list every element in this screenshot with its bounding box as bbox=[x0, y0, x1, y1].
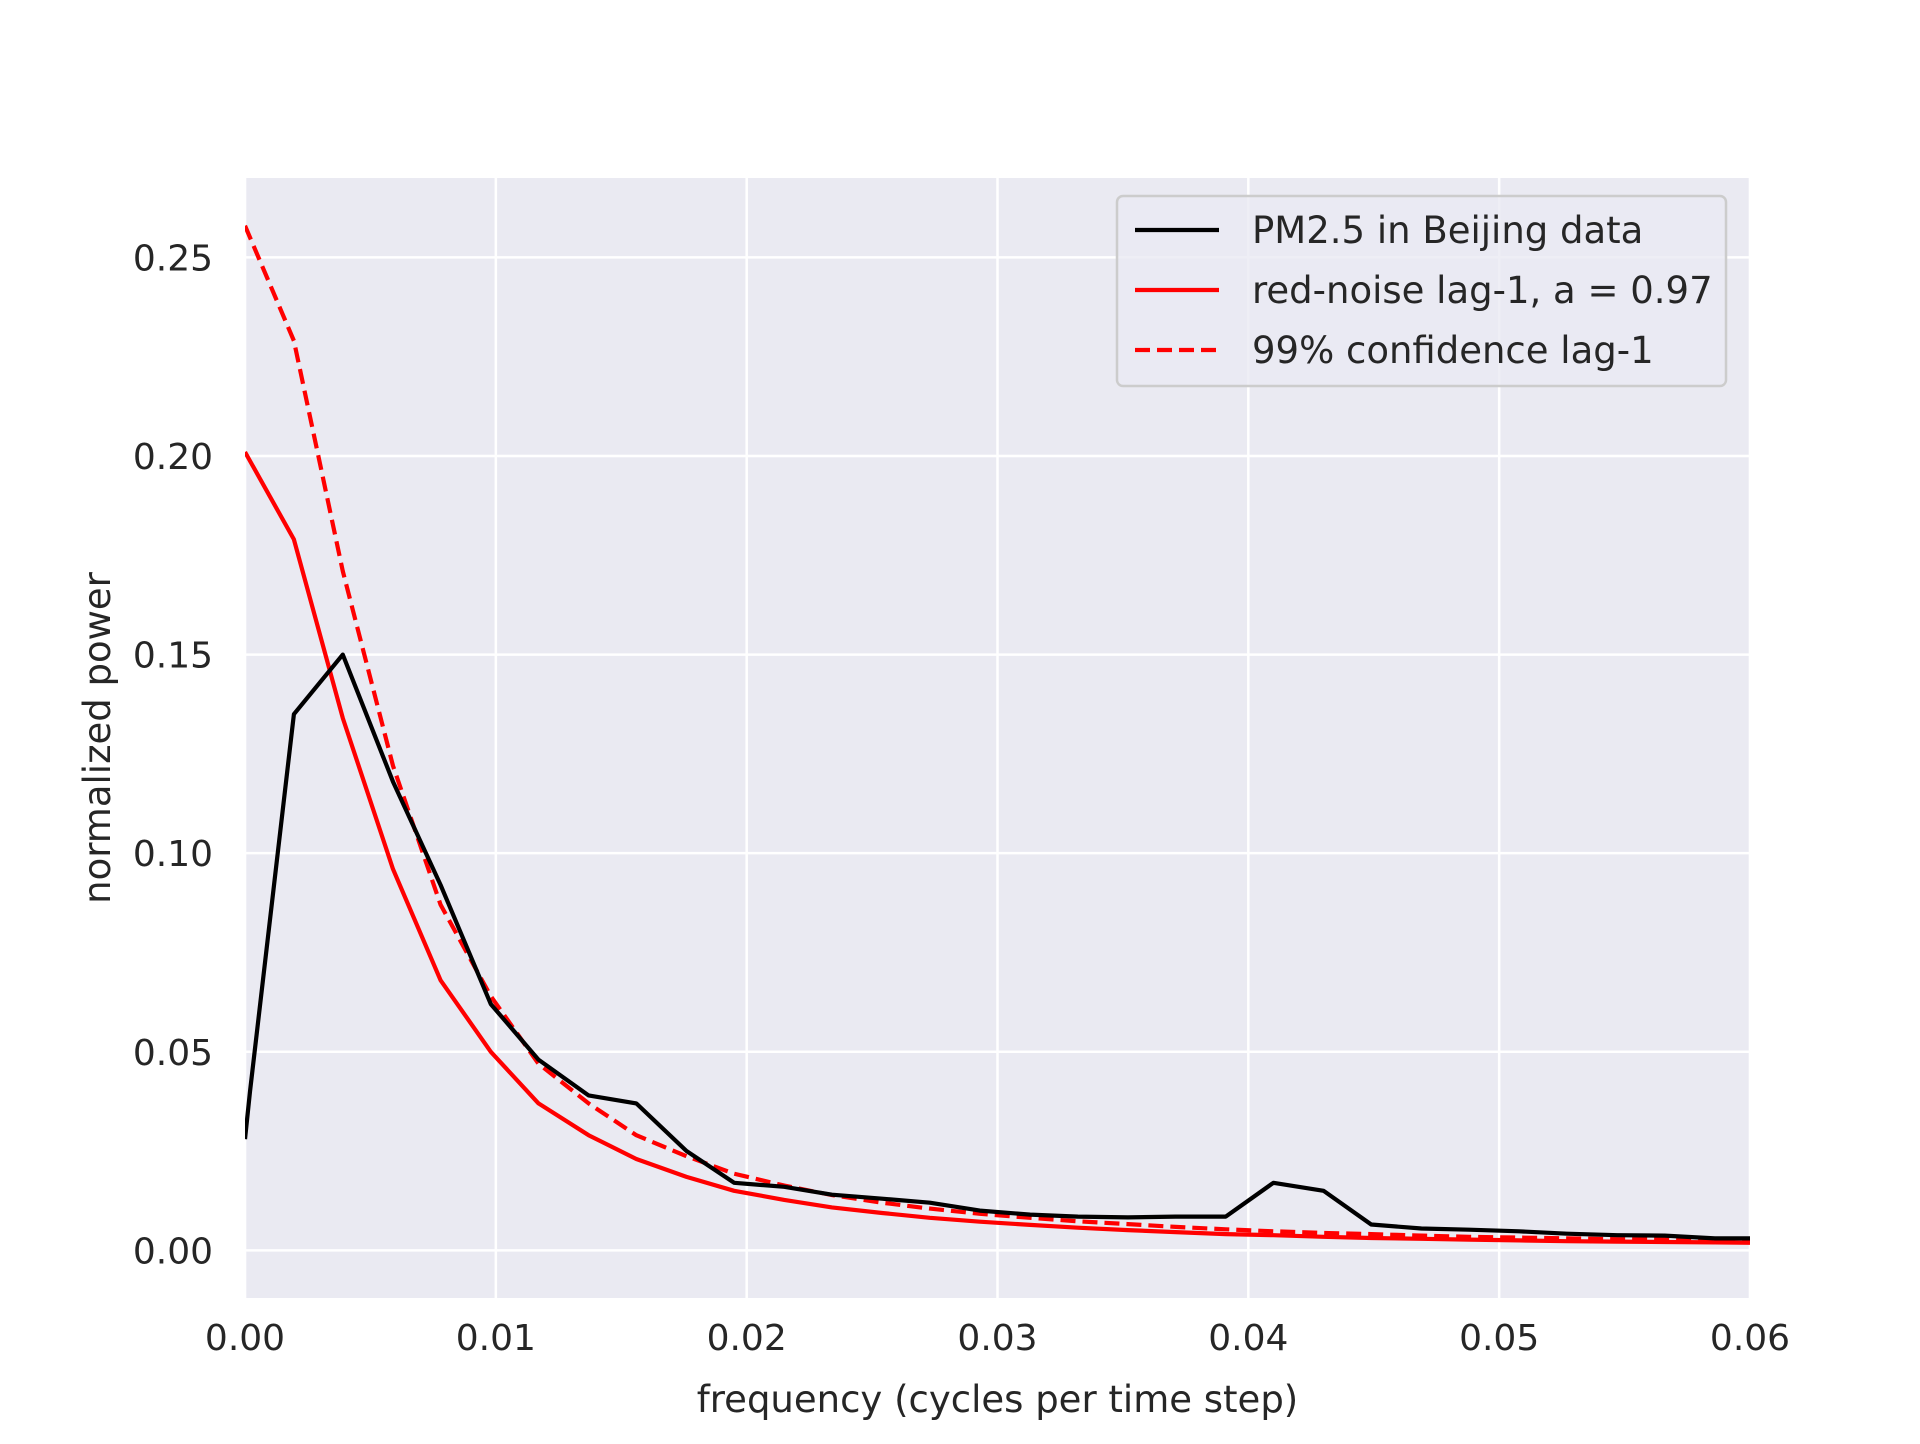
y-tick-label: 0.10 bbox=[133, 834, 213, 875]
x-tick-label: 0.01 bbox=[456, 1318, 536, 1359]
series-layer bbox=[245, 224, 1750, 1245]
x-tick-label: 0.03 bbox=[957, 1318, 1037, 1359]
x-tick-label: 0.06 bbox=[1710, 1318, 1790, 1359]
legend-label-2: 99% confidence lag-1 bbox=[1252, 329, 1654, 372]
series-line-2 bbox=[245, 224, 1750, 1243]
legend-frame bbox=[1115, 194, 1728, 388]
y-tick-label: 0.15 bbox=[133, 636, 213, 677]
tick-labels: 0.00 0.01 0.02 0.03 0.04 0.05 0.06 0.00 0.05 0.10… bbox=[133, 238, 1790, 1359]
y-tick-label: 0.20 bbox=[133, 437, 213, 478]
y-tick-label: 0.25 bbox=[133, 238, 213, 279]
legend-label-1: red-noise lag-1, a = 0.97 bbox=[1252, 269, 1713, 312]
series-line-0 bbox=[245, 652, 1750, 1241]
legend-label-0: PM2.5 in Beijing data bbox=[1252, 209, 1643, 252]
x-tick-label: 0.05 bbox=[1459, 1318, 1539, 1359]
series-line-1 bbox=[245, 450, 1750, 1245]
y-tick-label: 0.00 bbox=[133, 1231, 213, 1272]
y-axis-label: normalized power bbox=[76, 571, 119, 904]
x-tick-label: 0.02 bbox=[707, 1318, 787, 1359]
x-axis-label: frequency (cycles per time step) bbox=[697, 1378, 1299, 1421]
legend: PM2.5 in Beijing data red-noise lag-1, a … bbox=[1115, 194, 1728, 388]
x-tick-label: 0.00 bbox=[205, 1318, 285, 1359]
y-tick-label: 0.05 bbox=[133, 1033, 213, 1074]
x-tick-label: 0.04 bbox=[1208, 1318, 1288, 1359]
